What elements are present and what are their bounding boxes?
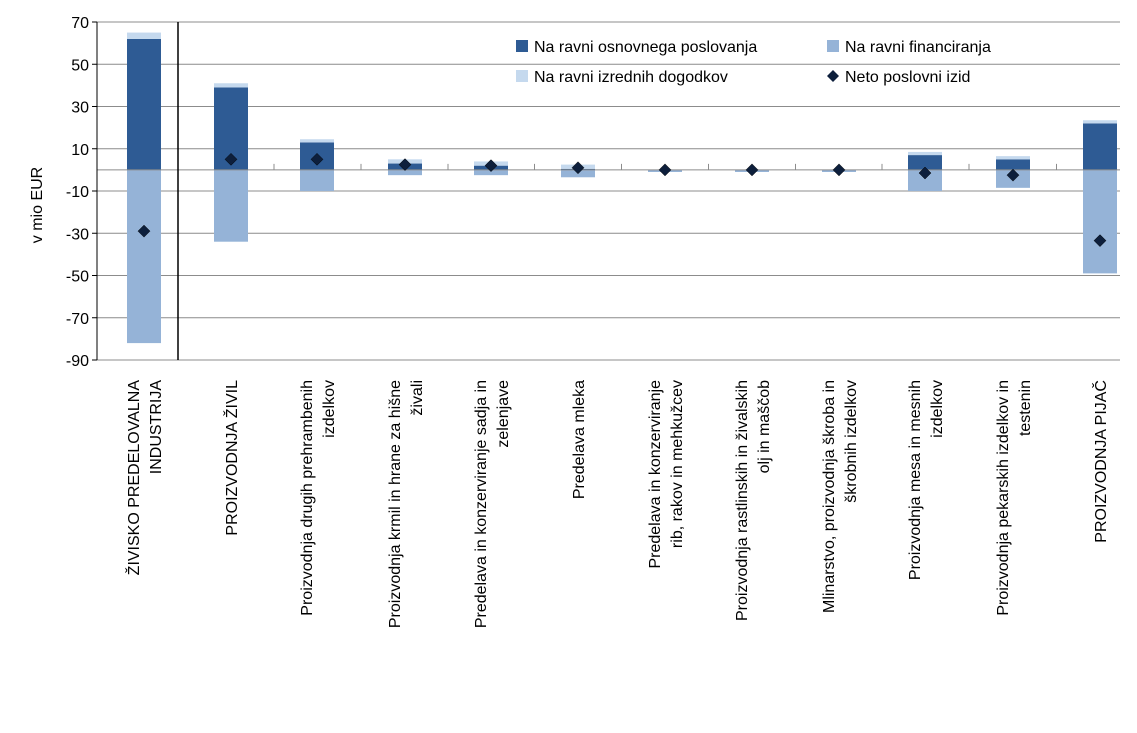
legend-label: Neto poslovni izid bbox=[845, 69, 970, 86]
bar-extraordinary bbox=[1083, 120, 1117, 124]
net-result-marker bbox=[310, 152, 324, 166]
category-label: živali bbox=[409, 380, 426, 416]
category-label: Predelava in konzerviranje sadja in bbox=[473, 380, 490, 628]
legend-label: Na ravni financiranja bbox=[845, 39, 991, 56]
y-tick-label: -50 bbox=[66, 269, 89, 286]
category-label: olj in maščob bbox=[756, 380, 773, 473]
bar-operating bbox=[1083, 123, 1117, 170]
y-axis-title: v mio EUR bbox=[29, 167, 46, 243]
category-label: rib, rakov in mehkužcev bbox=[669, 380, 686, 548]
net-result-marker bbox=[918, 166, 932, 180]
legend-swatch bbox=[516, 40, 528, 52]
category-label: INDUSTRIJA bbox=[148, 380, 165, 475]
net-result-marker bbox=[137, 224, 151, 238]
y-tick-label: 50 bbox=[71, 57, 89, 74]
zero-line bbox=[97, 163, 1120, 171]
bar-operating bbox=[127, 38, 161, 170]
net-result-marker bbox=[571, 161, 585, 175]
category-label: Proizvodnja rastlinskih in živalskih bbox=[734, 380, 751, 621]
axes bbox=[96, 22, 179, 360]
category-label: zelenjave bbox=[495, 380, 512, 448]
bar-operating bbox=[908, 155, 942, 170]
legend-swatch bbox=[827, 40, 839, 52]
category-label: Proizvodnja pekarskih izdelkov in bbox=[995, 380, 1012, 616]
bar-extraordinary bbox=[908, 151, 942, 156]
category-label: PROIZVODNJA PIJAČ bbox=[1091, 380, 1110, 543]
bar-operating bbox=[996, 159, 1030, 170]
net-result-marker bbox=[398, 158, 412, 171]
net-result-marker bbox=[224, 152, 238, 166]
net-result-marker bbox=[658, 163, 672, 177]
category-label: izdelkov bbox=[321, 380, 338, 438]
bar-financing bbox=[908, 169, 942, 191]
y-tick-label: -90 bbox=[66, 353, 89, 370]
category-label: Mlinarstvo, proizvodnja škroba in bbox=[821, 380, 838, 613]
bar-extraordinary bbox=[127, 32, 161, 39]
bar-financing bbox=[388, 169, 422, 176]
category-label: izdelkov bbox=[929, 380, 946, 438]
x-category-labels: ŽIVISKO PREDELOVALNA INDUSTRIJA PROIZVODNJ… bbox=[124, 380, 1110, 628]
bar-extraordinary bbox=[214, 83, 248, 88]
legend-label: Na ravni osnovnega poslovanja bbox=[534, 39, 757, 56]
bar-financing bbox=[127, 169, 161, 344]
y-tick-label: -70 bbox=[66, 311, 89, 328]
net-result-marker bbox=[745, 163, 759, 177]
net-result-marker bbox=[1093, 234, 1107, 247]
legend: Na ravni osnovnega poslovanja Na ravni fi… bbox=[516, 39, 991, 86]
category-label: Proizvodnja krmil in hrane za hišne bbox=[387, 380, 404, 628]
category-label: testenin bbox=[1017, 380, 1034, 436]
net-result-marker bbox=[484, 159, 498, 173]
legend-swatch bbox=[827, 70, 839, 82]
bar-financing bbox=[474, 169, 508, 176]
bar-extraordinary bbox=[300, 139, 334, 143]
bar-financing bbox=[214, 169, 248, 242]
category-label: ŽIVISKO PREDELOVALNA bbox=[124, 380, 143, 576]
category-label: PROIZVODNJA ŽIVIL bbox=[222, 380, 241, 536]
bar-financing bbox=[300, 169, 334, 191]
y-tick-label: 10 bbox=[71, 142, 89, 159]
net-result-markers bbox=[137, 152, 1107, 247]
y-tick-label: -10 bbox=[66, 184, 89, 201]
y-tick-label: 30 bbox=[71, 100, 89, 117]
legend-swatch bbox=[516, 70, 528, 82]
y-tick-labels: 70 50 30 10 -10 -30 -50 -70 -90 bbox=[66, 15, 89, 370]
bar-financing bbox=[1083, 169, 1117, 274]
category-label: Proizvodnja drugih prehrambenih bbox=[299, 380, 316, 616]
category-label: Predelava in konzerviranje bbox=[647, 380, 664, 569]
net-result-marker bbox=[832, 163, 846, 177]
bar-extraordinary bbox=[996, 156, 1030, 160]
net-result-marker bbox=[1006, 168, 1020, 182]
category-label: Predelava mleka bbox=[571, 380, 588, 499]
y-tick-label: 70 bbox=[71, 15, 89, 32]
y-tick-label: -30 bbox=[66, 226, 89, 243]
legend-label: Na ravni izrednih dogodkov bbox=[534, 69, 728, 86]
category-label: Proizvodnja mesa in mesnih bbox=[907, 380, 924, 580]
grid-lines bbox=[92, 21, 1120, 361]
category-label: škrobnih izdelkov bbox=[843, 380, 860, 503]
